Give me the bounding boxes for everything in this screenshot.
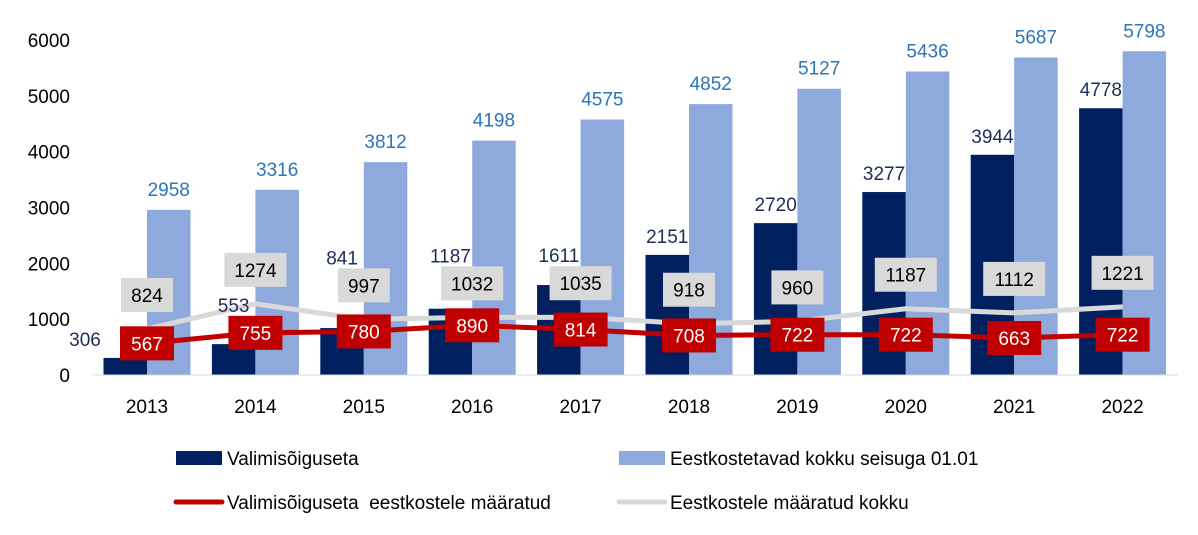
data-label-valimisoiguseta-maaratud: 755 bbox=[240, 324, 272, 345]
data-label-maaratud-kokku: 918 bbox=[673, 281, 705, 302]
data-label-box-maaratud-kokku bbox=[337, 268, 390, 303]
x-tick-label: 2015 bbox=[343, 397, 385, 418]
y-tick-label: 0 bbox=[59, 366, 70, 387]
data-label-valimisoiguseta: 553 bbox=[218, 296, 250, 317]
data-label-box-maaratud-kokku bbox=[224, 252, 287, 287]
data-label-box-valimisoiguseta-maaratud bbox=[228, 315, 283, 350]
data-label-box-maaratud-kokku bbox=[663, 272, 715, 307]
data-label-box-maaratud-kokku bbox=[874, 257, 937, 292]
line-valimisoiguseta-maaratud bbox=[146, 322, 1123, 346]
data-label-maaratud-kokku: 1112 bbox=[994, 270, 1033, 291]
data-label-eestkostetavad: 4198 bbox=[473, 111, 515, 132]
data-label-eestkostetavad: 3316 bbox=[256, 160, 298, 181]
data-label-box-valimisoiguseta-maaratud bbox=[1095, 317, 1150, 352]
data-label-box-valimisoiguseta-maaratud bbox=[336, 314, 391, 349]
data-label-box-maaratud-kokku bbox=[121, 277, 173, 312]
data-label-eestkostetavad: 5436 bbox=[906, 41, 948, 62]
legend-swatch-eestkostetavad bbox=[619, 451, 665, 465]
x-tick-label: 2021 bbox=[993, 397, 1035, 418]
data-label-valimisoiguseta-maaratud: 890 bbox=[456, 316, 488, 337]
x-tick-label: 2020 bbox=[885, 397, 927, 418]
data-label-maaratud-kokku: 1035 bbox=[559, 274, 601, 295]
data-label-box-valimisoiguseta-maaratud bbox=[987, 320, 1042, 355]
y-axis: 0 1000 2000 3000 4000 5000 6000 bbox=[28, 31, 70, 387]
data-label-maaratud-kokku: 1032 bbox=[451, 274, 493, 295]
y-tick-label: 6000 bbox=[28, 31, 70, 52]
lines bbox=[146, 301, 1123, 346]
data-label-box-valimisoiguseta-maaratud bbox=[662, 318, 716, 353]
data-label-eestkostetavad: 4575 bbox=[581, 90, 623, 111]
y-tick-label: 4000 bbox=[28, 143, 70, 164]
data-label-maaratud-kokku: 824 bbox=[131, 286, 163, 307]
data-label-valimisoiguseta-maaratud: 722 bbox=[890, 326, 922, 347]
y-tick-label: 1000 bbox=[28, 310, 70, 331]
data-label-valimisoiguseta: 1187 bbox=[430, 246, 471, 267]
data-label-valimisoiguseta-maaratud: 722 bbox=[782, 326, 814, 347]
y-tick-label: 5000 bbox=[28, 87, 70, 108]
data-labels: 2958 3316 3812 4198 4575 4852 5127 5436 5687 5798… bbox=[69, 21, 1165, 361]
bar-valimisoiguseta bbox=[103, 357, 147, 375]
data-label-valimisoiguseta: 841 bbox=[326, 248, 358, 269]
data-label-box-maaratud-kokku bbox=[983, 261, 1046, 296]
data-label-box-valimisoiguseta-maaratud bbox=[770, 317, 825, 352]
data-label-maaratud-kokku: 960 bbox=[782, 278, 814, 299]
data-label-valimisoiguseta-maaratud: 663 bbox=[998, 329, 1030, 350]
line-maaratud-kokku bbox=[146, 301, 1123, 332]
data-label-valimisoiguseta: 3944 bbox=[971, 127, 1014, 148]
data-label-box-maaratud-kokku bbox=[771, 270, 824, 305]
data-label-eestkostetavad: 3812 bbox=[364, 132, 406, 153]
data-label-box-maaratud-kokku bbox=[549, 266, 612, 301]
data-label-box-maaratud-kokku bbox=[441, 266, 504, 301]
data-label-eestkostetavad: 2958 bbox=[148, 180, 190, 201]
x-axis: 2013 2014 2015 2016 2017 2018 2019 2020 2021 2022 bbox=[126, 397, 1144, 418]
data-label-eestkostetavad: 4852 bbox=[690, 74, 732, 95]
x-tick-label: 2019 bbox=[776, 397, 818, 418]
data-label-maaratud-kokku: 997 bbox=[348, 276, 380, 297]
data-label-box-valimisoiguseta-maaratud bbox=[120, 326, 174, 361]
legend-swatch-valimisoiguseta bbox=[176, 451, 222, 465]
data-label-box-maaratud-kokku bbox=[1091, 255, 1154, 290]
data-label-valimisoiguseta-maaratud: 708 bbox=[673, 326, 705, 347]
data-label-eestkostetavad: 5687 bbox=[1015, 27, 1057, 48]
legend-label: Valimisõiguseta eestkostele määratud bbox=[227, 493, 551, 514]
data-label-eestkostetavad: 5127 bbox=[798, 59, 840, 80]
x-tick-label: 2022 bbox=[1101, 397, 1143, 418]
data-label-box-valimisoiguseta-maaratud bbox=[445, 308, 500, 343]
data-label-valimisoiguseta: 3277 bbox=[863, 164, 905, 185]
legend-label: Eestkostele määratud kokku bbox=[670, 493, 909, 514]
data-label-valimisoiguseta: 4778 bbox=[1080, 80, 1122, 101]
legend: Valimisõiguseta Eestkostetavad kokku sei… bbox=[173, 449, 978, 514]
x-tick-label: 2013 bbox=[126, 397, 168, 418]
data-label-valimisoiguseta: 306 bbox=[69, 330, 101, 351]
data-label-valimisoiguseta-maaratud: 722 bbox=[1107, 326, 1139, 347]
y-tick-label: 2000 bbox=[28, 254, 70, 275]
data-label-valimisoiguseta: 2151 bbox=[646, 227, 688, 248]
data-label-valimisoiguseta: 2720 bbox=[755, 195, 797, 216]
x-tick-label: 2018 bbox=[668, 397, 710, 418]
legend-label: Eestkostetavad kokku seisuga 01.01 bbox=[670, 449, 978, 470]
data-label-valimisoiguseta-maaratud: 814 bbox=[565, 321, 597, 342]
data-label-valimisoiguseta-maaratud: 567 bbox=[131, 334, 163, 355]
data-label-box-valimisoiguseta-maaratud bbox=[878, 317, 933, 352]
y-tick-label: 3000 bbox=[28, 199, 70, 220]
data-label-eestkostetavad: 5798 bbox=[1123, 21, 1165, 42]
data-label-valimisoiguseta-maaratud: 780 bbox=[348, 322, 380, 343]
x-tick-label: 2014 bbox=[234, 397, 277, 418]
x-tick-label: 2017 bbox=[559, 397, 601, 418]
data-label-maaratud-kokku: 1187 bbox=[885, 266, 926, 287]
legend-label: Valimisõiguseta bbox=[227, 449, 359, 470]
data-label-box-valimisoiguseta-maaratud bbox=[553, 312, 608, 347]
data-label-valimisoiguseta: 1611 bbox=[538, 246, 579, 267]
data-label-maaratud-kokku: 1274 bbox=[234, 261, 277, 282]
x-tick-label: 2016 bbox=[451, 397, 493, 418]
data-label-maaratud-kokku: 1221 bbox=[1101, 264, 1143, 285]
